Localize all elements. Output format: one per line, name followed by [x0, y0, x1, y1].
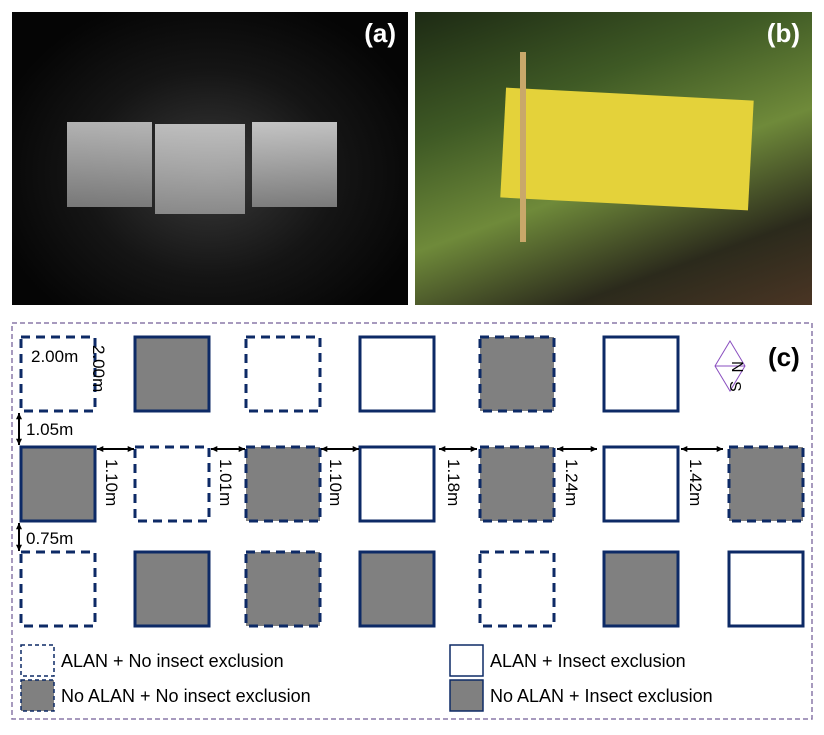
dimension-label: 2.00m: [89, 345, 108, 392]
legend-swatch-noalan-excl: [449, 679, 484, 712]
legend-label: No ALAN + No insect exclusion: [61, 686, 311, 706]
legend-swatch-alan-excl: [449, 644, 484, 677]
plot-alan-no-excl: [133, 445, 211, 523]
legend-swatch-alan-no-excl: [20, 644, 55, 677]
plot-noalan-no-excl: [478, 335, 556, 413]
dimension-label: 2.00m: [31, 347, 78, 366]
plot-noalan-no-excl: [244, 445, 322, 523]
compass-n: N: [728, 361, 745, 373]
plot-alan-excl: [727, 550, 805, 628]
dimension-label: 0.75m: [26, 529, 73, 548]
plot-alan-excl: [602, 445, 680, 523]
panel-label-c: (c): [768, 342, 800, 372]
enclosure-lit: [67, 122, 152, 207]
enclosure-lit: [155, 124, 245, 214]
plot-alan-excl: [602, 335, 680, 413]
arrowhead: [557, 445, 564, 453]
dimension-label: 1.10m: [102, 459, 121, 506]
dimension-label: 1.10m: [326, 459, 345, 506]
dimension-label: 1.42m: [686, 459, 705, 506]
arrowhead: [716, 445, 723, 453]
plot-alan-excl: [358, 335, 436, 413]
dimension-label: 1.05m: [26, 420, 73, 439]
plot-alan-no-excl: [244, 335, 322, 413]
dimension-label: 1.18m: [444, 459, 463, 506]
panel-label-a: (a): [364, 18, 396, 48]
plot-alan-no-excl: [19, 335, 97, 413]
compass-s: S: [726, 381, 743, 392]
arrowhead: [352, 445, 359, 453]
plot-alan-no-excl: [19, 550, 97, 628]
plot-noalan-excl: [133, 550, 211, 628]
photo-sticky-trap: (b): [415, 12, 812, 305]
arrowhead: [127, 445, 134, 453]
compass-icon: N S: [714, 340, 746, 392]
arrowhead: [15, 413, 23, 420]
legend-label: ALAN + Insect exclusion: [490, 651, 686, 671]
legend-label: ALAN + No insect exclusion: [61, 651, 284, 671]
diagram-frame: [11, 322, 813, 720]
plot-noalan-no-excl: [478, 445, 556, 523]
plot-noalan-no-excl: [244, 550, 322, 628]
plot-noalan-excl: [602, 550, 680, 628]
plot-noalan-excl: [358, 550, 436, 628]
plot-noalan-excl: [133, 335, 211, 413]
plot-noalan-no-excl: [727, 445, 805, 523]
photo-night-enclosures: (a): [12, 12, 408, 305]
plot-alan-excl: [358, 445, 436, 523]
dimension-label: 1.24m: [562, 459, 581, 506]
arrowhead: [470, 445, 477, 453]
arrowhead: [211, 445, 218, 453]
arrowhead: [97, 445, 104, 453]
plot-alan-no-excl: [478, 550, 556, 628]
arrowhead: [439, 445, 446, 453]
stick: [520, 52, 526, 242]
legend-label: No ALAN + Insect exclusion: [490, 686, 713, 706]
panel-label-b: (b): [766, 18, 800, 48]
enclosure-lit: [252, 122, 337, 207]
plot-noalan-excl: [19, 445, 97, 523]
arrowhead: [238, 445, 245, 453]
arrowhead: [15, 523, 23, 530]
dimension-label: 1.01m: [216, 459, 235, 506]
arrowhead: [15, 438, 23, 445]
legend-swatch-noalan-no-excl: [20, 679, 55, 712]
arrowhead: [590, 445, 597, 453]
arrowhead: [15, 544, 23, 551]
arrowhead: [321, 445, 328, 453]
arrowhead: [681, 445, 688, 453]
